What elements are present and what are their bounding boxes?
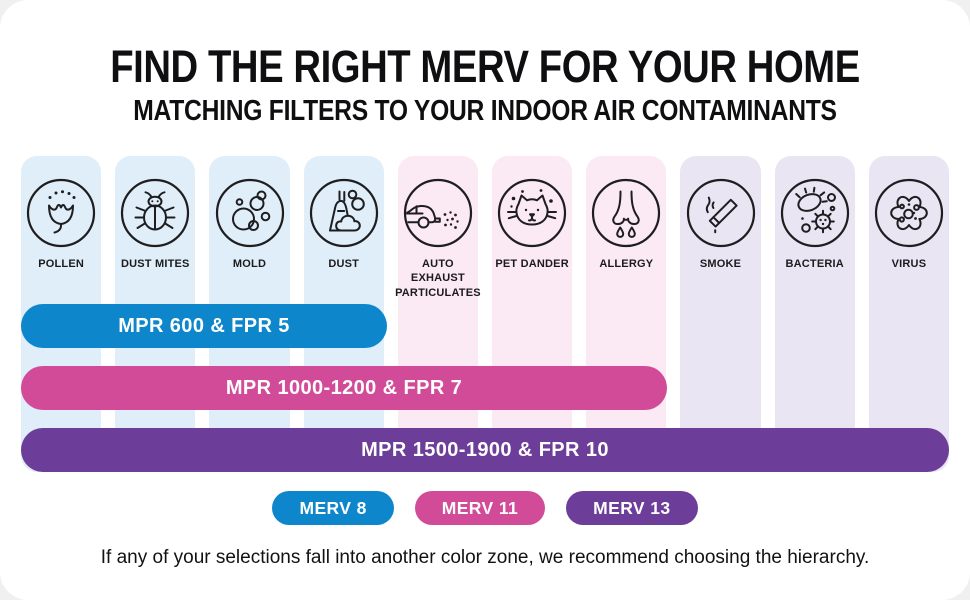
contaminant-column-allergy: ALLERGY [586,156,667,472]
footnote: If any of your selections fall into anot… [100,547,870,568]
dust-icon [308,177,380,249]
contaminant-label: DUST MITES [120,258,190,270]
contaminant-label: SMOKE [699,258,742,270]
contaminant-label: AUTO EXHAUST PARTICULATES [395,258,481,299]
allergy-icon [590,177,662,249]
contaminant-label: PET DANDER [495,258,569,270]
rating-bar-label: MPR 1000-1200 & FPR 7 [225,376,463,399]
bacteria-icon [779,177,851,249]
contaminant-label: POLLEN [38,258,84,270]
merv-badge-label: MERV 11 [441,497,519,518]
contaminant-label: DUST [328,258,360,270]
merv-11-badge: MERV 11 [414,491,546,525]
contaminant-column-virus: VIRUS [868,156,950,472]
header: FIND THE RIGHT MERV FOR YOUR HOME MATCHI… [0,0,970,126]
mold-icon [214,177,286,249]
merv-badge-label: MERV 13 [593,497,671,518]
auto-exhaust-icon [402,177,474,249]
contaminant-column-bacteria: BACTERIA [774,156,855,472]
merv-badges-row: MERV 8 MERV 11 MERV 13 [0,491,970,525]
contaminant-grid: POLLEN DUST MITES [21,156,950,472]
contaminant-column-pet-dander: PET DANDER [492,156,573,472]
contaminant-label: ALLERGY [599,258,654,270]
page-subtitle: MATCHING FILTERS TO YOUR INDOOR AIR CONT… [133,95,837,127]
merv-badge-label: MERV 8 [299,497,367,518]
pet-dander-icon [496,177,568,249]
contaminant-column-smoke: SMOKE [680,156,761,472]
virus-icon [873,177,945,249]
merv-13-badge: MERV 13 [566,491,698,525]
rating-bar-mpr-1500-1900-fpr-10: MPR 1500-1900 & FPR 10 [21,428,949,472]
smoke-icon [685,177,757,249]
contaminant-label: MOLD [232,258,267,270]
rating-bar-label: MPR 1500-1900 & FPR 10 [361,438,609,461]
contaminant-column-auto-exhaust: AUTO EXHAUST PARTICULATES [395,156,481,472]
contaminant-label: VIRUS [891,258,927,270]
rating-bar-mpr-600-fpr-5: MPR 600 & FPR 5 [21,304,387,348]
rating-bar-label: MPR 600 & FPR 5 [118,314,290,337]
merv-8-badge: MERV 8 [272,491,394,525]
contaminant-label: BACTERIA [785,258,844,270]
dust-mites-icon [119,177,191,249]
rating-bar-mpr-1000-1200-fpr-7: MPR 1000-1200 & FPR 7 [21,366,667,410]
page-title: FIND THE RIGHT MERV FOR YOUR HOME [110,41,860,92]
pollen-icon [25,177,97,249]
